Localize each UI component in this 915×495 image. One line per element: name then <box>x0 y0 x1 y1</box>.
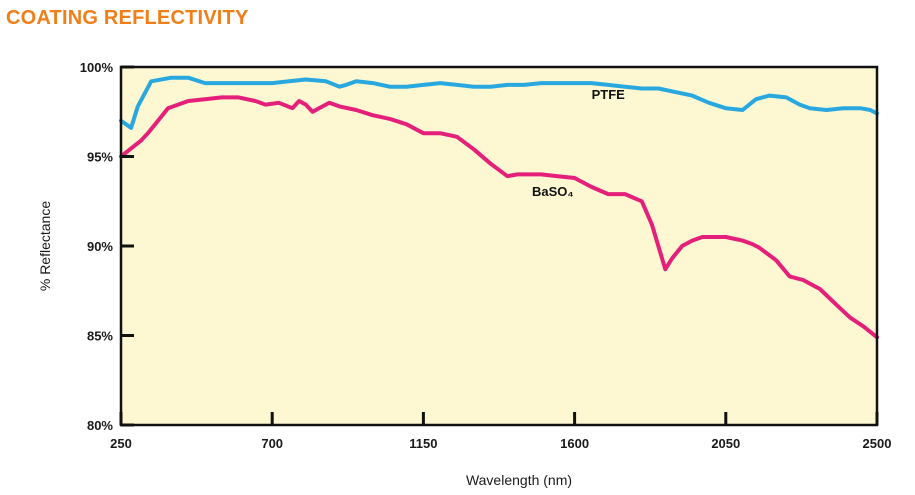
x-tick-label: 2050 <box>711 436 740 451</box>
x-tick-label: 1600 <box>560 436 589 451</box>
y-tick-label: 95% <box>87 150 113 165</box>
y-tick-label: 80% <box>87 418 113 433</box>
y-tick-label: 85% <box>87 329 113 344</box>
y-tick-label: 90% <box>87 239 113 254</box>
x-tick-label: 1150 <box>409 436 437 451</box>
series-line-ptfe <box>119 75 879 130</box>
x-tick-label: 2500 <box>863 436 892 451</box>
plot-area <box>121 67 877 425</box>
x-axis-title: Wavelength (nm) <box>466 472 572 488</box>
y-axis-title: % Reflectance <box>37 201 53 291</box>
y-tick-label: 100% <box>80 60 114 75</box>
page-title: COATING REFLECTIVITY <box>6 7 249 29</box>
x-tick-label: 250 <box>110 436 132 451</box>
x-tick-label: 700 <box>261 436 283 451</box>
series-line-baso4 <box>119 95 879 340</box>
y-axis-title-group: % Reflectance <box>37 201 53 291</box>
series-label-baso4: BaSO₄ <box>532 184 574 199</box>
series-label-ptfe: PTFE <box>592 87 626 102</box>
